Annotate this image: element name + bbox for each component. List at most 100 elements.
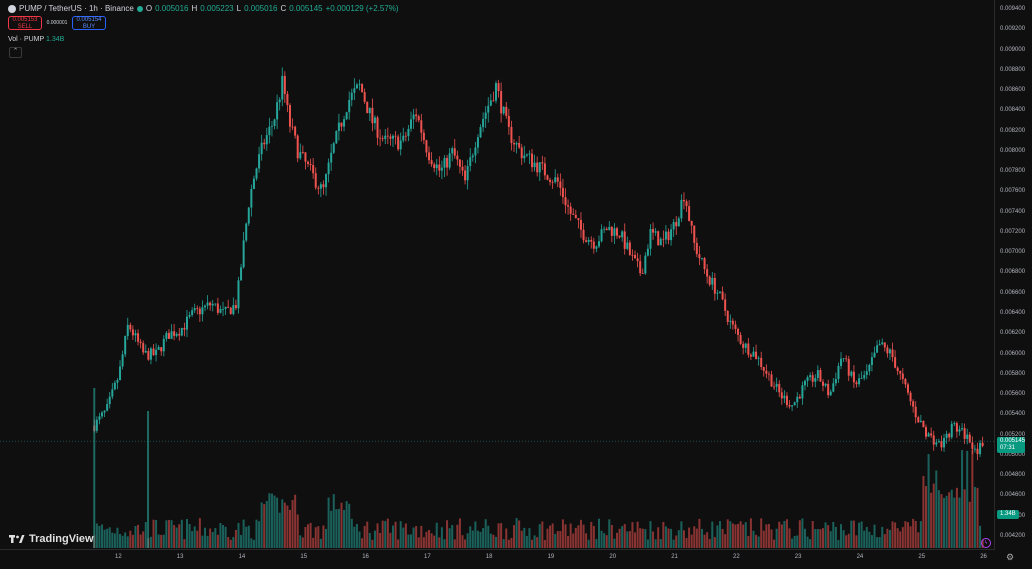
candle-body <box>281 75 284 100</box>
candle-body <box>198 308 201 315</box>
candle-body <box>361 84 364 93</box>
time-tick-label: 17 <box>424 554 431 560</box>
candle-body <box>546 175 549 180</box>
volume-bar <box>410 534 413 548</box>
candlestick-chart[interactable] <box>0 0 995 550</box>
tradingview-logo[interactable]: TradingView <box>9 533 94 545</box>
price-tick-label: 0.008400 <box>1000 107 1026 114</box>
candle-body <box>659 238 662 246</box>
candle-body <box>541 162 544 164</box>
candle-body <box>961 428 964 430</box>
volume-bar <box>925 486 928 548</box>
volume-bar <box>940 494 943 548</box>
candle-body <box>451 148 454 154</box>
candle-body <box>927 433 930 437</box>
volume-bar <box>121 535 124 548</box>
candle-body <box>634 255 637 259</box>
candle-body <box>881 342 884 345</box>
candle-body <box>157 347 160 350</box>
volume-bar <box>255 519 258 548</box>
volume-bar <box>198 518 201 548</box>
candle-body <box>407 128 410 137</box>
candle-body <box>193 308 196 311</box>
high-label: H <box>191 4 198 13</box>
candle-body <box>652 229 655 233</box>
chart-area[interactable] <box>0 0 995 550</box>
sell-price: 0.005153 <box>12 17 38 23</box>
candle-body <box>240 267 243 281</box>
gear-icon[interactable]: ⚙ <box>1006 552 1015 562</box>
volume-bar <box>858 522 861 548</box>
volume-bar <box>865 526 868 548</box>
volume-bar <box>757 536 760 548</box>
candle-body <box>610 226 613 236</box>
volume-legend[interactable]: Vol · PUMP 1.34B <box>8 36 64 43</box>
volume-bar <box>958 497 961 548</box>
volume-bar <box>943 497 946 548</box>
price-tick-label: 0.008000 <box>1000 147 1026 154</box>
high-value: 0.005223 <box>200 4 234 13</box>
volume-bar <box>402 527 405 548</box>
candle-body <box>713 277 716 294</box>
volume-bar <box>417 537 420 548</box>
candle-body <box>695 242 698 255</box>
candle-body <box>518 143 521 148</box>
volume-bar <box>247 525 250 548</box>
volume-bar <box>616 532 619 548</box>
volume-bar <box>500 523 503 548</box>
volume-bar <box>404 523 407 548</box>
candle-body <box>428 152 431 161</box>
collapse-legend-button[interactable]: ⌃ <box>9 47 22 58</box>
volume-bar <box>513 525 516 548</box>
volume-bar <box>216 534 219 548</box>
candle-body <box>397 136 400 150</box>
volume-bar <box>283 502 286 548</box>
candle-body <box>780 392 783 399</box>
candle-body <box>394 135 397 137</box>
volume-bar <box>494 536 497 548</box>
candle-body <box>160 347 163 352</box>
price-tick-label: 0.006000 <box>1000 350 1026 357</box>
candle-body <box>703 258 706 270</box>
candle-body <box>953 423 956 424</box>
alert-bolt-icon[interactable]: ϟ <box>981 538 991 548</box>
buy-button[interactable]: 0.005154 BUY <box>72 16 106 30</box>
candle-body <box>520 147 523 159</box>
volume-bar <box>623 524 626 548</box>
candle-body <box>98 416 101 420</box>
candle-body <box>129 324 132 330</box>
symbol-title[interactable]: PUMP / TetherUS · 1h · Binance <box>19 4 134 13</box>
candle-body <box>103 410 106 413</box>
sell-button[interactable]: 0.005153 SELL <box>8 16 42 30</box>
volume-bar <box>765 524 768 548</box>
volume-bar <box>901 527 904 548</box>
candle-body <box>291 126 294 128</box>
volume-bar <box>597 518 600 548</box>
volume-bar <box>721 528 724 548</box>
volume-bar <box>785 519 788 548</box>
candle-body <box>147 350 150 360</box>
volume-bar <box>626 531 629 548</box>
volume-bar <box>167 519 170 548</box>
candle-body <box>587 239 590 242</box>
volume-bar <box>325 528 328 548</box>
candle-body <box>917 417 920 423</box>
candle-body <box>404 135 407 137</box>
candle-body <box>386 135 389 137</box>
candle-body <box>708 276 711 285</box>
volume-bar <box>829 531 832 548</box>
candle-body <box>937 441 940 443</box>
symbol-header: PUMP / TetherUS · 1h · Binance O 0.005016… <box>8 4 399 13</box>
candle-body <box>832 383 835 392</box>
volume-bar <box>729 521 732 548</box>
volume-bar <box>752 530 755 548</box>
volume-bar <box>456 524 459 548</box>
candle-body <box>134 333 137 336</box>
volume-bar <box>286 505 289 548</box>
volume-bar <box>822 528 825 548</box>
open-label: O <box>145 4 153 13</box>
candle-body <box>755 351 758 359</box>
candle-body <box>729 320 732 322</box>
volume-bar <box>265 501 268 548</box>
volume-bar <box>464 539 467 548</box>
